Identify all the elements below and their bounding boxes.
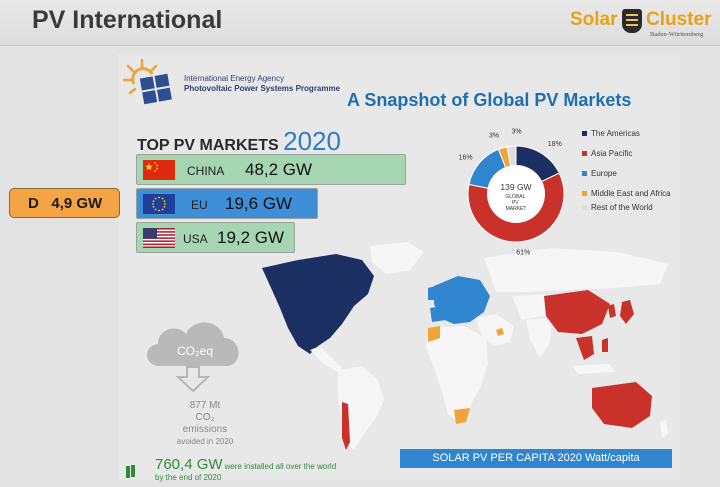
installed-year: by the end of 2020 [155, 473, 222, 482]
legend-label: The Americas [591, 129, 640, 138]
southeast-asia-shape [576, 336, 594, 360]
legend-swatch [582, 131, 587, 136]
legend-label: Middle East and Africa [591, 189, 671, 198]
uk-shape [428, 286, 436, 300]
central-america-shape [310, 346, 342, 372]
market-row-usa: USA 19,2 GW [136, 222, 295, 253]
legend-item: Rest of the World [582, 202, 682, 214]
coat-of-arms-icon [622, 9, 642, 33]
uae-shape [496, 328, 504, 336]
japan-shape [620, 300, 634, 324]
co2-year: avoided in 2020 [176, 437, 234, 446]
germany-country: D [28, 195, 39, 212]
slide-title: A Snapshot of Global PV Markets [347, 90, 632, 110]
market-value: 19,6 GW [225, 194, 293, 213]
germany-label: D 4,9 GW [28, 195, 102, 212]
legend-swatch [582, 151, 587, 156]
co2-avoided-text: 877 Mt CO₂ emissions avoided in 2020 [175, 400, 235, 448]
usa-flag-icon [143, 228, 175, 248]
morocco-shape [428, 326, 440, 342]
legend-item: Middle East and Africa [582, 188, 682, 200]
legend-item: Asia Pacific [582, 148, 682, 160]
world-map [262, 242, 668, 450]
installed-capacity: 760,4 GW were installed all over the worl… [155, 456, 336, 474]
market-row-china: CHINA 48,2 GW [136, 154, 406, 185]
market-country: CHINA [187, 164, 225, 178]
russia-shape [484, 248, 668, 292]
eu-flag-icon [143, 194, 175, 214]
iea-program: Photovoltaic Power Systems Programme [184, 84, 341, 93]
north-america-shape [262, 254, 374, 354]
map-caption: SOLAR PV PER CAPITA 2020 Watt/capita [400, 449, 672, 468]
korea-shape [608, 304, 616, 318]
donut-slice-label: 3% [512, 128, 522, 135]
south-africa-shape [454, 408, 470, 424]
australia-shape [592, 382, 652, 428]
top-markets-label: TOP PV MARKETS [137, 137, 279, 154]
indonesia-shape [572, 364, 614, 374]
legend-swatch [582, 191, 587, 196]
down-arrow-icon [176, 366, 210, 392]
legend-label: Europe [591, 169, 617, 178]
donut-slice-label: 16% [459, 155, 473, 162]
iea-sun-logo-icon [122, 58, 172, 105]
top-markets-heading: TOP PV MARKETS 2020 [137, 126, 341, 157]
legend-label: Asia Pacific [591, 149, 633, 158]
africa-shape [426, 326, 488, 422]
iea-name: International Energy Agency [184, 74, 285, 83]
brand-solar-text: Solar [570, 9, 618, 30]
donut-center-caption: GLOBAL PV MARKET [505, 194, 526, 212]
co2-amount: 877 Mt [189, 400, 221, 411]
installed-text: were installed all over the world [224, 462, 337, 471]
legend-item: The Americas [582, 128, 682, 140]
china-shape [544, 290, 610, 334]
south-america-shape [338, 366, 384, 450]
co2-emissions: CO₂ emissions [182, 412, 228, 435]
market-row-eu: EU 19,6 GW [136, 188, 318, 219]
germany-value: 4,9 GW [51, 195, 103, 212]
iberia-shape [430, 306, 446, 322]
market-value: 48,2 GW [245, 160, 313, 179]
top-markets-year: 2020 [283, 126, 341, 156]
india-shape [526, 318, 552, 358]
market-value: 19,2 GW [217, 228, 285, 247]
donut-legend: The Americas Asia Pacific Europe Middle … [582, 128, 682, 215]
cloud-icon: CO₂eq [146, 322, 239, 366]
global-market-donut-chart: 139 GW GLOBAL PV MARKET 18% 61% 16% 3% 3% [459, 128, 565, 257]
new-zealand-shape [660, 420, 668, 438]
brand-cluster-text: Cluster [646, 9, 712, 30]
chile-shape [342, 402, 350, 450]
market-country: USA [183, 232, 208, 246]
donut-slice-label: 18% [548, 141, 562, 148]
page-title: PV International [32, 6, 223, 34]
header-bar: PV International Solar Cluster Baden-Wür… [0, 0, 720, 46]
donut-slice-label: 3% [489, 132, 499, 139]
co2eq-label: CO₂eq [177, 344, 213, 358]
solar-panel-icon [126, 465, 135, 478]
legend-swatch [582, 171, 587, 176]
legend-label: Rest of the World [591, 203, 653, 212]
greenland-shape [370, 242, 424, 274]
legend-item: Europe [582, 168, 682, 180]
legend-swatch [582, 205, 587, 210]
installed-value: 760,4 GW [155, 456, 223, 473]
china-flag-icon [143, 160, 175, 180]
donut-center-value: 139 GW [500, 182, 531, 192]
solar-cluster-logo: Solar Cluster Baden-Württemberg [570, 8, 712, 40]
market-country: EU [191, 198, 208, 212]
germany-badge: D 4,9 GW [9, 188, 120, 218]
brand-subtitle: Baden-Württemberg [650, 31, 704, 38]
europe-shape [434, 276, 490, 324]
philippines-shape [602, 338, 608, 352]
donut-slice-label: 61% [516, 250, 530, 257]
